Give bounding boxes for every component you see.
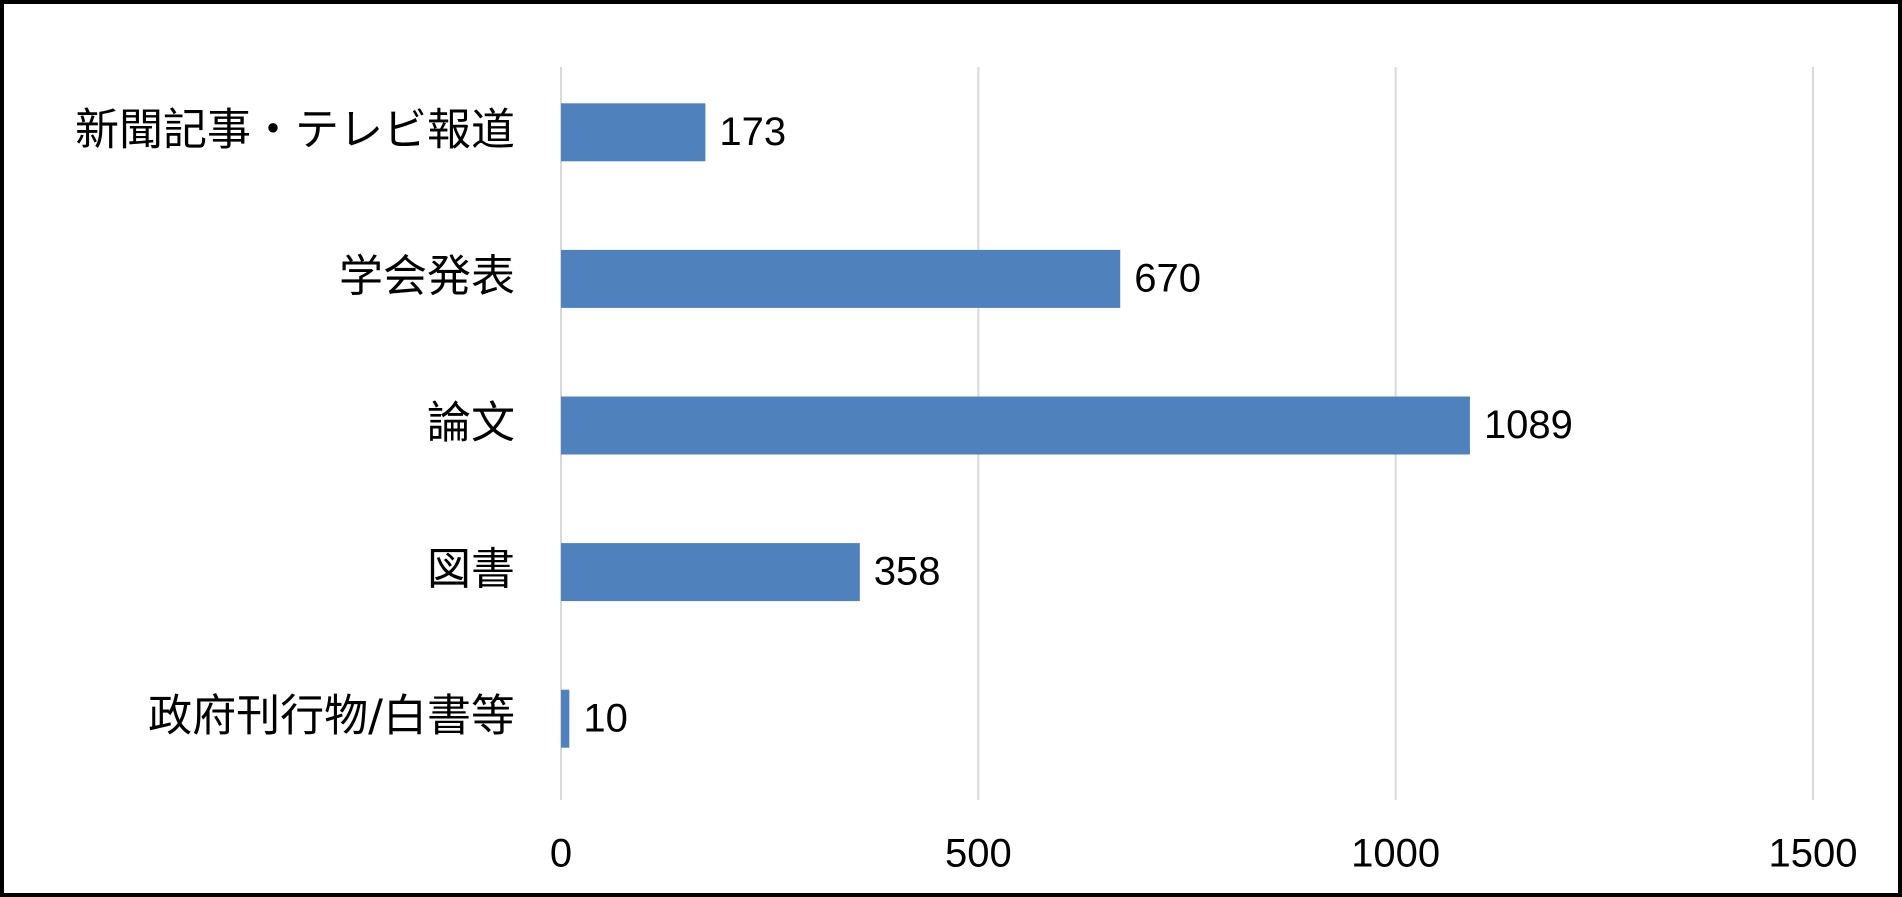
data-label: 358 [874, 550, 941, 594]
bar [561, 543, 860, 602]
data-label: 173 [719, 110, 786, 154]
x-tick-label: 0 [550, 832, 572, 876]
x-tick-label: 1000 [1351, 832, 1440, 876]
y-tick-label: 論文 [427, 398, 515, 449]
y-tick-label: 政府刊行物/白書等 [148, 691, 515, 742]
x-tick-label: 500 [945, 832, 1012, 876]
x-tick-label: 1500 [1769, 832, 1858, 876]
data-label: 10 [583, 696, 628, 740]
data-label: 1089 [1484, 403, 1573, 447]
bar [561, 689, 570, 748]
bar [561, 103, 706, 162]
bar [561, 396, 1470, 455]
y-tick-label: 新聞記事・テレビ報道 [75, 104, 515, 155]
y-tick-label: 学会発表 [339, 251, 515, 302]
bar [561, 249, 1121, 308]
data-label: 670 [1134, 256, 1201, 300]
y-tick-label: 図書 [427, 544, 515, 595]
